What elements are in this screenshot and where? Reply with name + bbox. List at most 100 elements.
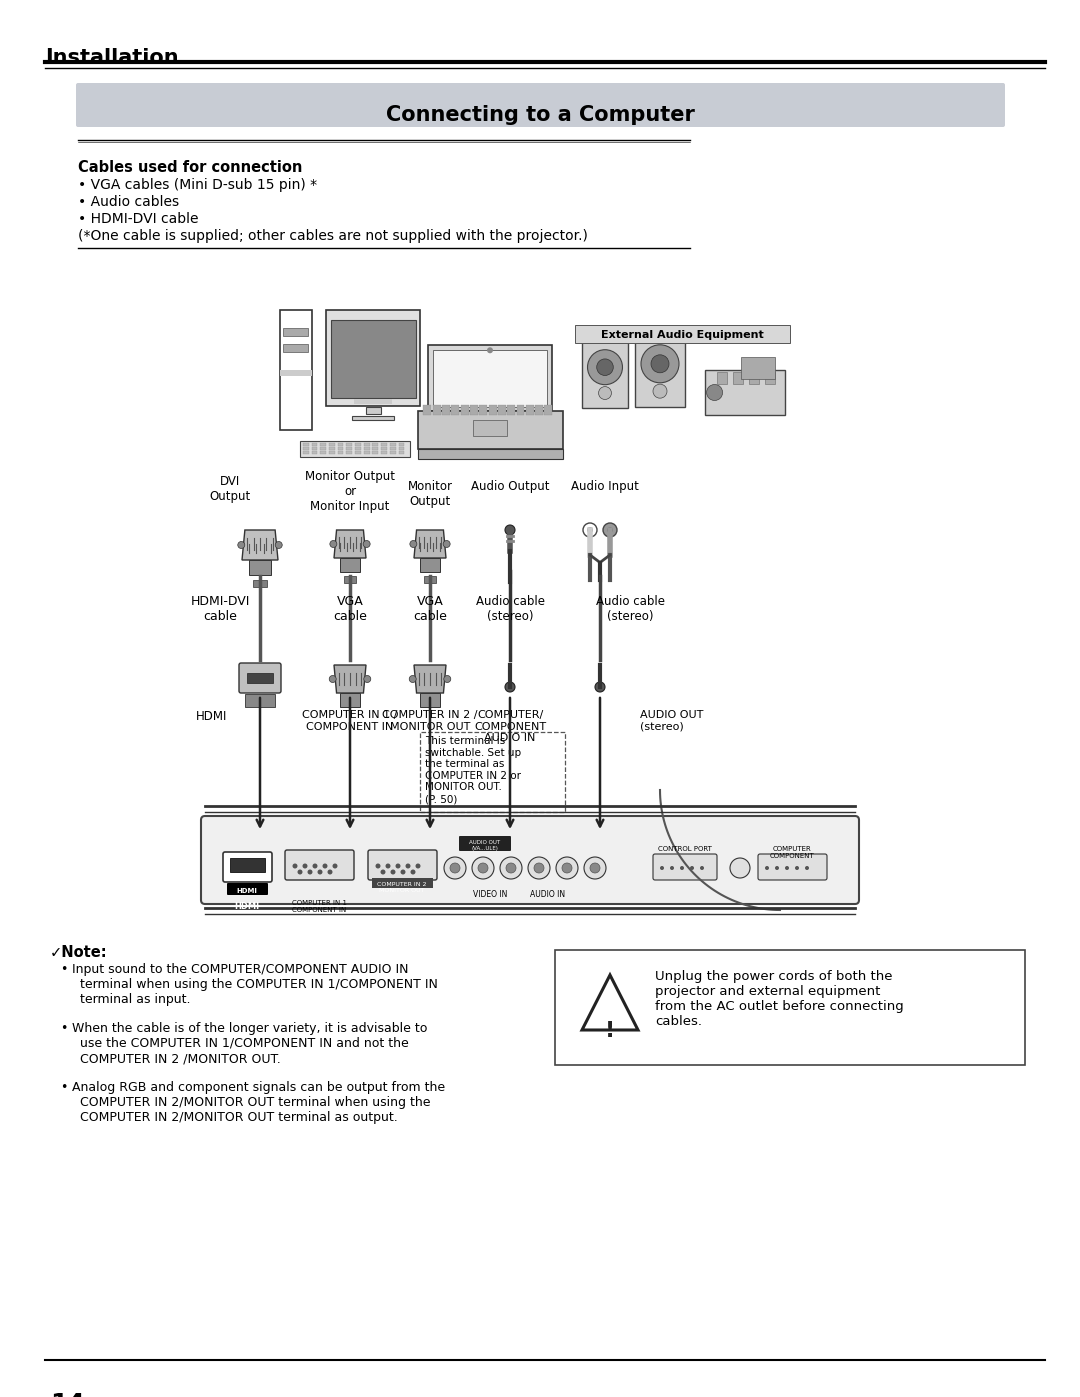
Circle shape: [293, 863, 297, 869]
Bar: [355, 443, 361, 446]
Circle shape: [380, 869, 386, 875]
Bar: [280, 370, 311, 376]
FancyBboxPatch shape: [76, 82, 1005, 127]
Bar: [488, 405, 497, 415]
Circle shape: [607, 527, 613, 534]
Bar: [381, 447, 387, 450]
Circle shape: [805, 866, 809, 870]
Circle shape: [327, 869, 333, 875]
Bar: [750, 372, 758, 384]
Circle shape: [534, 863, 544, 873]
Bar: [302, 447, 309, 450]
Circle shape: [443, 541, 450, 548]
Bar: [423, 576, 436, 583]
Text: Audio cable
(stereo): Audio cable (stereo): [595, 595, 664, 623]
Circle shape: [653, 384, 667, 398]
Bar: [302, 443, 309, 446]
Text: HDMI: HDMI: [234, 902, 259, 911]
Circle shape: [590, 863, 600, 873]
Circle shape: [603, 522, 617, 536]
Circle shape: [329, 541, 337, 548]
Circle shape: [302, 863, 308, 869]
Circle shape: [765, 866, 769, 870]
Circle shape: [405, 863, 410, 869]
Polygon shape: [414, 529, 446, 557]
Bar: [230, 858, 265, 872]
Circle shape: [730, 858, 750, 877]
Bar: [330, 320, 416, 398]
Bar: [355, 451, 361, 454]
Bar: [399, 451, 404, 454]
Circle shape: [386, 863, 391, 869]
Text: COMPUTER IN 1 /
COMPONENT IN: COMPUTER IN 1 / COMPONENT IN: [302, 710, 397, 732]
Bar: [373, 443, 378, 446]
Circle shape: [478, 863, 488, 873]
Circle shape: [444, 856, 465, 879]
Bar: [302, 451, 309, 454]
Circle shape: [323, 863, 327, 869]
Polygon shape: [582, 975, 638, 1030]
Bar: [329, 451, 335, 454]
Circle shape: [364, 676, 370, 683]
Bar: [582, 339, 627, 408]
Bar: [765, 372, 774, 384]
Text: • HDMI-DVI cable: • HDMI-DVI cable: [78, 212, 199, 226]
Bar: [381, 443, 387, 446]
Bar: [508, 405, 515, 415]
Bar: [373, 451, 378, 454]
Text: Monitor
Output: Monitor Output: [407, 481, 453, 509]
Bar: [429, 345, 552, 411]
Bar: [372, 877, 433, 888]
Bar: [253, 580, 267, 587]
Circle shape: [238, 542, 245, 549]
Circle shape: [409, 676, 416, 683]
Bar: [338, 443, 343, 446]
Circle shape: [376, 863, 380, 869]
Circle shape: [333, 863, 337, 869]
Text: Connecting to a Computer: Connecting to a Computer: [386, 105, 694, 124]
Bar: [433, 351, 546, 407]
Bar: [420, 557, 440, 571]
Text: VIDEO IN: VIDEO IN: [473, 890, 508, 900]
Bar: [283, 344, 308, 352]
Circle shape: [395, 863, 401, 869]
Text: 14: 14: [50, 1391, 85, 1397]
FancyBboxPatch shape: [239, 664, 281, 693]
Text: COMPUTER/
COMPONENT
AUDIO IN: COMPUTER/ COMPONENT AUDIO IN: [474, 710, 546, 743]
FancyBboxPatch shape: [227, 883, 268, 895]
Text: VGA
cable: VGA cable: [333, 595, 367, 623]
Bar: [311, 447, 318, 450]
Circle shape: [450, 863, 460, 873]
Bar: [381, 451, 387, 454]
Bar: [741, 356, 774, 379]
Circle shape: [597, 359, 613, 376]
Circle shape: [595, 682, 605, 692]
Bar: [246, 673, 273, 683]
Text: •: •: [60, 1081, 67, 1094]
Bar: [399, 443, 404, 446]
Bar: [340, 693, 360, 707]
FancyBboxPatch shape: [758, 854, 827, 880]
Text: Monitor Output
or
Monitor Input: Monitor Output or Monitor Input: [305, 469, 395, 513]
Bar: [338, 447, 343, 450]
Circle shape: [444, 676, 450, 683]
Text: AUDIO OUT
(VA...ULE): AUDIO OUT (VA...ULE): [470, 840, 500, 851]
Bar: [352, 415, 394, 420]
Circle shape: [505, 682, 515, 692]
Circle shape: [410, 541, 417, 548]
Circle shape: [785, 866, 789, 870]
Circle shape: [297, 869, 302, 875]
Circle shape: [670, 866, 674, 870]
Circle shape: [588, 349, 622, 384]
Bar: [320, 451, 326, 454]
Text: VGA
cable: VGA cable: [413, 595, 447, 623]
Text: COMPUTER IN 2
MONITOR OUT: COMPUTER IN 2 MONITOR OUT: [377, 882, 427, 893]
Bar: [347, 447, 352, 450]
Bar: [320, 447, 326, 450]
Bar: [320, 443, 326, 446]
Circle shape: [584, 856, 606, 879]
Circle shape: [598, 387, 611, 400]
Circle shape: [690, 866, 694, 870]
Bar: [366, 407, 380, 414]
Text: When the cable is of the longer variety, it is advisable to
  use the COMPUTER I: When the cable is of the longer variety,…: [72, 1023, 428, 1065]
